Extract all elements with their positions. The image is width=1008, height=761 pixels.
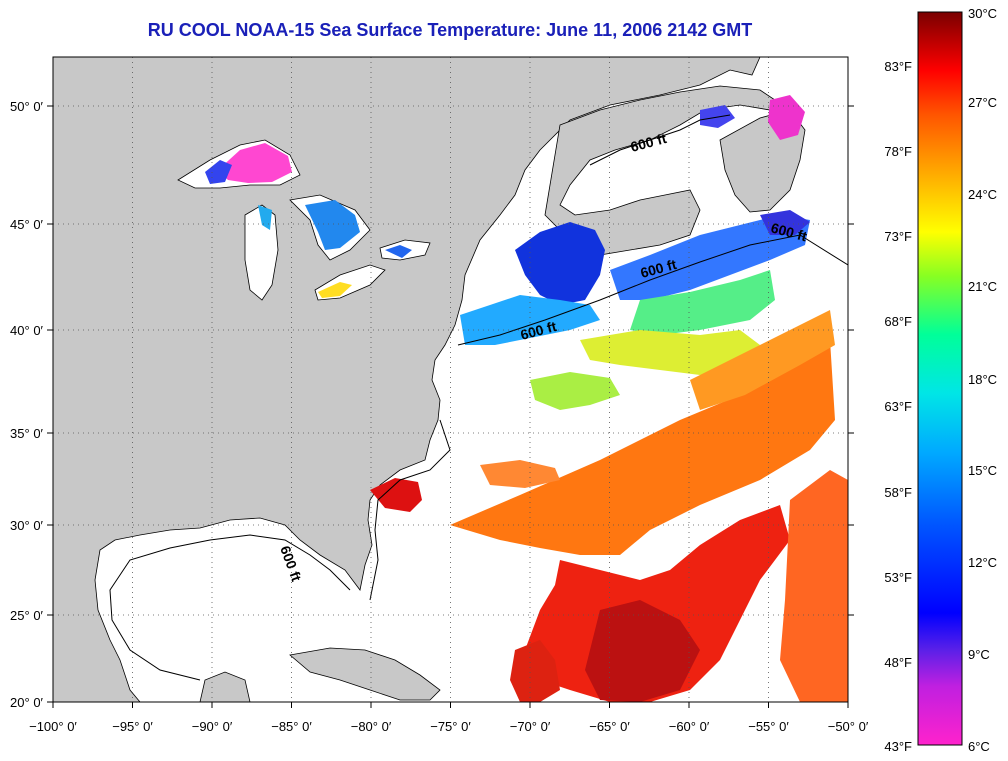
y-tick-label: 40° 0′ bbox=[10, 323, 44, 338]
sst-caribbean-red bbox=[510, 640, 560, 702]
x-tick-labels: −100° 0′ −95° 0′ −90° 0′ −85° 0′ −80° 0′… bbox=[29, 719, 869, 734]
x-tick-label: −80° 0′ bbox=[351, 719, 392, 734]
y-tick-label: 30° 0′ bbox=[10, 518, 44, 533]
contour-600ft-north bbox=[589, 114, 731, 166]
x-tick-label: −95° 0′ bbox=[112, 719, 153, 734]
x-tick-label: −65° 0′ bbox=[589, 719, 630, 734]
sst-gulf-stlawrence-blue bbox=[700, 105, 735, 128]
colorbar-fahrenheit-labels: 83°F 78°F 73°F 68°F 63°F 58°F 53°F 48°F … bbox=[884, 59, 912, 754]
sst-midlat-yellow bbox=[580, 330, 760, 375]
sst-midlat-yellow2 bbox=[530, 372, 620, 410]
colorbar-f-label: 58°F bbox=[884, 485, 912, 500]
colorbar-c-label: 27°C bbox=[968, 95, 997, 110]
y-tick-label: 20° 0′ bbox=[10, 695, 44, 710]
cuba-land bbox=[289, 647, 441, 701]
sst-orange-patch-west bbox=[480, 460, 560, 488]
north-america-land bbox=[53, 57, 761, 702]
colorbar-celsius-labels: 30°C 27°C 24°C 21°C 18°C 15°C 12°C 9°C 6… bbox=[968, 6, 997, 754]
colorbar-f-label: 83°F bbox=[884, 59, 912, 74]
lake-erie-sst bbox=[318, 282, 352, 298]
sst-gulf-of-maine bbox=[515, 222, 605, 305]
colorbar-f-label: 43°F bbox=[884, 739, 912, 754]
x-tick-label: −85° 0′ bbox=[271, 719, 312, 734]
axis-ticks bbox=[47, 105, 854, 708]
canada-maritimes-land bbox=[544, 85, 776, 256]
contour-600ft-southeast bbox=[369, 419, 451, 601]
y-tick-label: 50° 0′ bbox=[10, 99, 44, 114]
sst-newfoundland-blue bbox=[760, 210, 810, 235]
x-tick-label: −70° 0′ bbox=[510, 719, 551, 734]
colorbar-f-label: 63°F bbox=[884, 399, 912, 414]
colorbar-f-label: 53°F bbox=[884, 570, 912, 585]
x-tick-label: −50° 0′ bbox=[828, 719, 869, 734]
colorbar-c-label: 30°C bbox=[968, 6, 997, 21]
sst-gulfstream-orange bbox=[450, 340, 835, 555]
x-tick-label: −55° 0′ bbox=[748, 719, 789, 734]
lake-superior-sst bbox=[218, 143, 292, 183]
lake-huron-sst bbox=[305, 200, 360, 250]
sst-scotian-shelf bbox=[610, 215, 810, 300]
y-tick-label: 45° 0′ bbox=[10, 217, 44, 232]
map-title: RU COOL NOAA-15 Sea Surface Temperature:… bbox=[147, 20, 753, 40]
y-tick-labels: 20° 0′ 25° 0′ 30° 0′ 35° 0′ 40° 0′ 45° 0… bbox=[10, 99, 44, 710]
sst-deep-red-south bbox=[585, 600, 700, 702]
x-tick-label: −60° 0′ bbox=[669, 719, 710, 734]
colorbar-f-label: 68°F bbox=[884, 314, 912, 329]
y-tick-label: 35° 0′ bbox=[10, 426, 44, 441]
sst-southeast-orange bbox=[780, 470, 848, 702]
colorbar bbox=[917, 11, 963, 746]
colorbar-f-label: 78°F bbox=[884, 144, 912, 159]
y-tick-label: 25° 0′ bbox=[10, 608, 44, 623]
yucatan-land bbox=[199, 671, 251, 702]
sst-hatteras-red bbox=[370, 478, 422, 512]
colorbar-c-label: 9°C bbox=[968, 647, 990, 662]
colorbar-c-label: 18°C bbox=[968, 372, 997, 387]
contour-600ft-east bbox=[457, 234, 848, 346]
sst-shelf-cyan bbox=[460, 295, 600, 345]
x-tick-label: −100° 0′ bbox=[29, 719, 77, 734]
colorbar-f-label: 73°F bbox=[884, 229, 912, 244]
sst-labrador-pink bbox=[768, 95, 805, 140]
x-tick-label: −90° 0′ bbox=[192, 719, 233, 734]
colorbar-c-label: 21°C bbox=[968, 279, 997, 294]
x-tick-label: −75° 0′ bbox=[430, 719, 471, 734]
colorbar-c-label: 24°C bbox=[968, 187, 997, 202]
sst-orange-band-north bbox=[690, 310, 835, 410]
colorbar-c-label: 6°C bbox=[968, 739, 990, 754]
colorbar-f-label: 48°F bbox=[884, 655, 912, 670]
contour-600ft-gulf bbox=[109, 534, 351, 681]
sst-slope-green bbox=[630, 270, 775, 335]
lake-ontario-sst bbox=[385, 245, 412, 258]
colorbar-c-label: 15°C bbox=[968, 463, 997, 478]
colorbar-c-label: 12°C bbox=[968, 555, 997, 570]
